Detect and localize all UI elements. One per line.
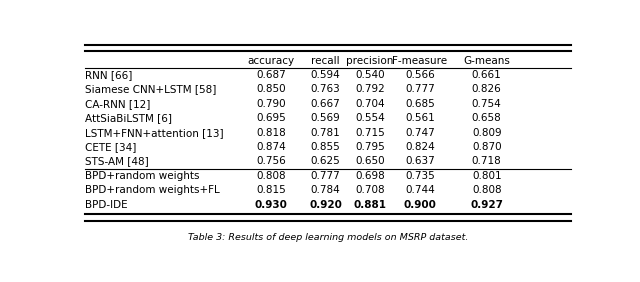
Text: 0.658: 0.658 [472, 113, 502, 123]
Text: 0.561: 0.561 [405, 113, 435, 123]
Text: 0.809: 0.809 [472, 128, 502, 138]
Text: AttSiaBiLSTM [6]: AttSiaBiLSTM [6] [85, 113, 172, 123]
Text: 0.695: 0.695 [256, 113, 286, 123]
Text: 0.735: 0.735 [405, 171, 435, 181]
Text: BPD+random weights+FL: BPD+random weights+FL [85, 185, 220, 195]
Text: 0.747: 0.747 [405, 128, 435, 138]
Text: 0.540: 0.540 [355, 70, 385, 80]
Text: 0.824: 0.824 [405, 142, 435, 152]
Text: BPD+random weights: BPD+random weights [85, 171, 200, 181]
Text: accuracy: accuracy [248, 56, 294, 66]
Text: 0.801: 0.801 [472, 171, 502, 181]
Text: CETE [34]: CETE [34] [85, 142, 136, 152]
Text: 0.687: 0.687 [256, 70, 286, 80]
Text: 0.718: 0.718 [472, 157, 502, 166]
Text: 0.881: 0.881 [354, 200, 387, 210]
Text: 0.637: 0.637 [405, 157, 435, 166]
Text: 0.874: 0.874 [256, 142, 286, 152]
Text: Siamese CNN+LSTM [58]: Siamese CNN+LSTM [58] [85, 84, 216, 94]
Text: 0.754: 0.754 [472, 99, 502, 109]
Text: 0.763: 0.763 [310, 84, 340, 94]
Text: 0.795: 0.795 [355, 142, 385, 152]
Text: 0.850: 0.850 [256, 84, 286, 94]
Text: 0.815: 0.815 [256, 185, 286, 195]
Text: 0.698: 0.698 [355, 171, 385, 181]
Text: 0.855: 0.855 [310, 142, 340, 152]
Text: 0.777: 0.777 [405, 84, 435, 94]
Text: recall: recall [311, 56, 340, 66]
Text: 0.650: 0.650 [355, 157, 385, 166]
Text: 0.777: 0.777 [310, 171, 340, 181]
Text: 0.818: 0.818 [256, 128, 286, 138]
Text: 0.708: 0.708 [355, 185, 385, 195]
Text: LSTM+FNN+attention [13]: LSTM+FNN+attention [13] [85, 128, 223, 138]
Text: BPD-IDE: BPD-IDE [85, 200, 127, 210]
Text: 0.790: 0.790 [256, 99, 286, 109]
Text: precision: precision [346, 56, 394, 66]
Text: 0.781: 0.781 [310, 128, 340, 138]
Text: 0.900: 0.900 [403, 200, 436, 210]
Text: 0.744: 0.744 [405, 185, 435, 195]
Text: 0.870: 0.870 [472, 142, 502, 152]
Text: 0.930: 0.930 [255, 200, 287, 210]
Text: 0.715: 0.715 [355, 128, 385, 138]
Text: 0.661: 0.661 [472, 70, 502, 80]
Text: 0.826: 0.826 [472, 84, 502, 94]
Text: 0.569: 0.569 [310, 113, 340, 123]
Text: 0.756: 0.756 [256, 157, 286, 166]
Text: F-measure: F-measure [392, 56, 447, 66]
Text: CA-RNN [12]: CA-RNN [12] [85, 99, 150, 109]
Text: 0.554: 0.554 [355, 113, 385, 123]
Text: 0.667: 0.667 [310, 99, 340, 109]
Text: 0.784: 0.784 [310, 185, 340, 195]
Text: STS-AM [48]: STS-AM [48] [85, 157, 148, 166]
Text: 0.594: 0.594 [310, 70, 340, 80]
Text: 0.685: 0.685 [405, 99, 435, 109]
Text: Table 3: Results of deep learning models on MSRP dataset.: Table 3: Results of deep learning models… [188, 233, 468, 243]
Text: 0.927: 0.927 [470, 200, 503, 210]
Text: 0.704: 0.704 [355, 99, 385, 109]
Text: 0.808: 0.808 [472, 185, 502, 195]
Text: 0.625: 0.625 [310, 157, 340, 166]
Text: 0.808: 0.808 [256, 171, 286, 181]
Text: G-means: G-means [463, 56, 510, 66]
Text: 0.920: 0.920 [309, 200, 342, 210]
Text: RNN [66]: RNN [66] [85, 70, 132, 80]
Text: 0.566: 0.566 [405, 70, 435, 80]
Text: 0.792: 0.792 [355, 84, 385, 94]
